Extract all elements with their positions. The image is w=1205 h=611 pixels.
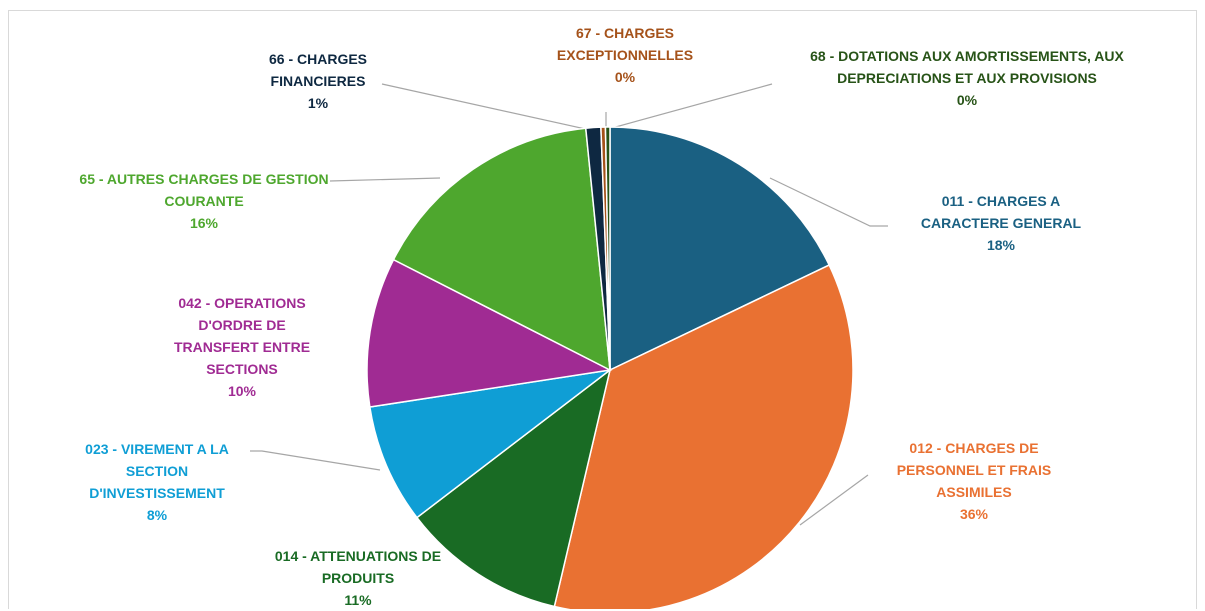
slice-label: 023 - VIREMENT A LA SECTION D'INVESTISSE… <box>67 438 247 526</box>
slice-label: 67 - CHARGES EXCEPTIONNELLES 0% <box>555 22 695 88</box>
pie-slice <box>415 368 612 608</box>
slice-label: 012 - CHARGES DE PERSONNEL ET FRAIS ASSI… <box>879 437 1069 525</box>
category-name: 011 - CHARGES A CARACTERE GENERAL <box>920 193 1082 231</box>
category-name: 023 - VIREMENT A LA SECTION D'INVESTISSE… <box>85 441 229 501</box>
pie-slice <box>553 264 854 609</box>
leader-line <box>611 83 773 129</box>
slice-label: 68 - DOTATIONS AUX AMORTISSEMENTS, AUX D… <box>777 45 1157 111</box>
value-label: 11% <box>344 592 372 608</box>
value-label: 18% <box>986 237 1016 253</box>
slice-label: 65 - AUTRES CHARGES DE GESTION COURANTE 1… <box>79 168 329 234</box>
chart-frame <box>8 10 1197 609</box>
leader-line <box>381 83 591 131</box>
pie-slice <box>609 126 831 372</box>
value-label: 10% <box>227 383 257 399</box>
slice-label: 011 - CHARGES A CARACTERE GENERAL 18% <box>916 190 1086 256</box>
pie-slice <box>392 127 611 372</box>
category-name: 67 - CHARGES EXCEPTIONNELLES <box>556 25 694 63</box>
leader-line <box>250 450 381 471</box>
value-label: 1% <box>307 95 329 111</box>
leader-line <box>329 177 441 182</box>
leader-line <box>769 177 888 227</box>
category-name: 65 - AUTRES CHARGES DE GESTION COURANTE <box>79 171 329 209</box>
leader-lines <box>250 83 888 526</box>
value-label: 8% <box>146 507 168 523</box>
pie-slice <box>366 258 613 408</box>
slice-label: 042 - OPERATIONS D'ORDRE DE TRANSFERT EN… <box>157 292 327 402</box>
value-label: 0% <box>614 69 636 85</box>
category-name: 68 - DOTATIONS AUX AMORTISSEMENTS, AUX D… <box>810 48 1124 86</box>
value-label: 0% <box>956 92 978 108</box>
category-name: 042 - OPERATIONS D'ORDRE DE TRANSFERT EN… <box>173 295 311 377</box>
category-name: 66 - CHARGES FINANCIERES <box>268 51 368 89</box>
slice-label: 66 - CHARGES FINANCIERES 1% <box>258 48 378 114</box>
pie-slice <box>368 369 611 519</box>
leader-line <box>799 474 869 526</box>
pie <box>366 126 854 609</box>
pie-slice <box>604 126 611 371</box>
value-label: 16% <box>189 215 219 231</box>
category-name: 012 - CHARGES DE PERSONNEL ET FRAIS ASSI… <box>896 440 1052 500</box>
category-name: 014 - ATTENUATIONS DE PRODUITS <box>274 548 442 586</box>
slice-label: 014 - ATTENUATIONS DE PRODUITS 11% <box>258 545 458 611</box>
value-label: 36% <box>959 506 989 522</box>
